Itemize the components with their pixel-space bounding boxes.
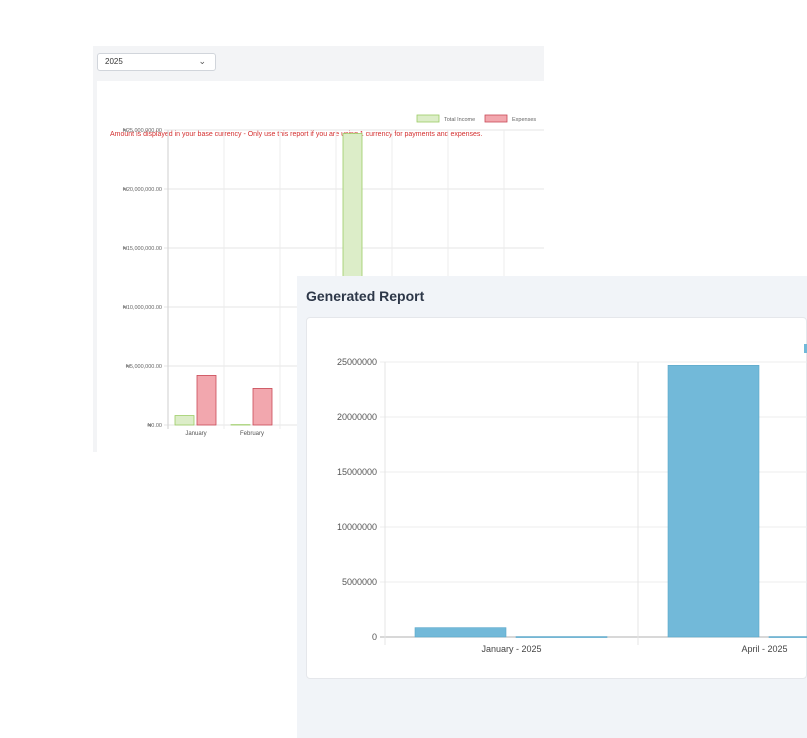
page-title: Generated Report: [306, 288, 425, 304]
legend-swatch: [416, 114, 440, 123]
x-tick-label: April - 2025: [741, 644, 787, 654]
chart-legend[interactable]: [804, 344, 807, 353]
y-tick-label: ₦5,000,000.00: [126, 364, 162, 370]
report-bar[interactable]: [768, 636, 807, 638]
y-tick-label: ₦25,000,000.00: [123, 128, 162, 134]
y-axis-labels: ₦25,000,000.00 ₦20,000,000.00 ₦15,000,000.…: [123, 128, 162, 429]
y-tick-label: 5000000: [342, 577, 377, 587]
x-tick-label: January: [185, 431, 206, 437]
generated-report-chart: 25000000 20000000 15000000 10000000 5000000 0…: [337, 344, 807, 654]
legend-swatch[interactable]: [804, 344, 807, 353]
year-select-value: 2025: [105, 57, 123, 66]
y-tick-label: ₦10,000,000.00: [123, 305, 162, 311]
y-tick-label: ₦20,000,000.00: [123, 187, 162, 193]
expense-bar[interactable]: [252, 388, 273, 426]
filter-bar: 2025 ⌄: [93, 46, 544, 79]
y-tick-label: 10000000: [337, 522, 377, 532]
report-bar[interactable]: [667, 365, 760, 638]
y-axis-labels: 25000000 20000000 15000000 10000000 5000000 0: [337, 357, 377, 642]
x-axis-labels: January February: [185, 431, 264, 437]
report-bar[interactable]: [515, 636, 608, 638]
chart-bars: [414, 365, 807, 638]
y-tick-label: 0: [372, 632, 377, 642]
chart-legend[interactable]: Total Income Expenses: [416, 114, 536, 123]
y-tick-label: 15000000: [337, 467, 377, 477]
y-tick-label: 25000000: [337, 357, 377, 367]
x-axis-labels: January - 2025 April - 2025: [481, 644, 787, 654]
chevron-down-icon: ⌄: [198, 56, 206, 66]
expense-bar[interactable]: [196, 375, 217, 426]
legend-label[interactable]: Expenses: [512, 117, 536, 123]
y-tick-label: 20000000: [337, 412, 377, 422]
y-tick-label: ₦15,000,000.00: [123, 246, 162, 252]
x-tick-label: February: [240, 431, 264, 437]
report-bar[interactable]: [414, 627, 507, 638]
year-select[interactable]: 2025 ⌄: [97, 53, 216, 71]
y-tick-label: ₦0.00: [147, 423, 162, 429]
x-tick-label: January - 2025: [481, 644, 541, 654]
income-bar[interactable]: [174, 415, 195, 426]
legend-swatch: [484, 114, 508, 123]
legend-label[interactable]: Total Income: [444, 117, 475, 123]
currency-notice: Amount is displayed in your base currenc…: [110, 131, 483, 138]
